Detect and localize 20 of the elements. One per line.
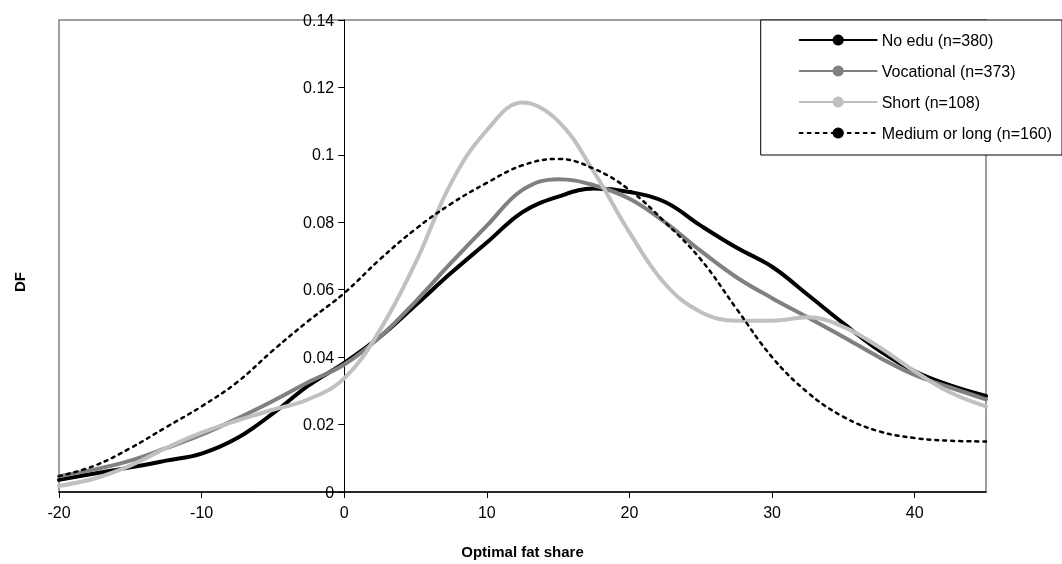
x-tick-label: 10 <box>477 503 496 521</box>
x-tick-label: -20 <box>47 503 71 521</box>
x-tick-label: 0 <box>339 503 349 521</box>
x-tick-label: 30 <box>763 503 782 521</box>
y-tick-label: 0.08 <box>303 213 335 231</box>
legend-label: Short (n=108) <box>881 93 980 111</box>
x-tick-label: 20 <box>620 503 639 521</box>
y-tick-label: 0.04 <box>303 348 335 366</box>
y-tick-label: 0.02 <box>303 416 335 434</box>
y-tick-label: 0.1 <box>311 146 335 164</box>
x-tick-label: -10 <box>190 503 214 521</box>
y-tick-label: 0.06 <box>303 281 335 299</box>
x-tick-label: 40 <box>905 503 924 521</box>
legend-label: Vocational (n=373) <box>881 62 1016 80</box>
y-tick-label: 0.14 <box>303 11 335 29</box>
y-axis-title: DF <box>11 272 28 292</box>
legend-label: Medium or long (n=160) <box>881 124 1052 142</box>
legend-label: No edu (n=380) <box>881 31 994 49</box>
x-axis-title: Optimal fat share <box>461 543 584 560</box>
y-tick-label: 0.12 <box>303 78 335 96</box>
